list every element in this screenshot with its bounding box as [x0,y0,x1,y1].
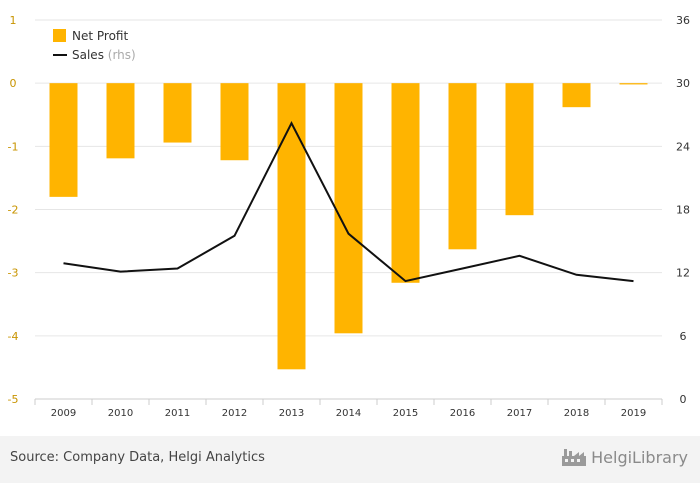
net-profit-bars [49,83,648,370]
bar [391,83,420,283]
left-tick-label: -2 [8,204,19,217]
right-tick-label: 36 [676,14,690,27]
footer: Source: Company Data, Helgi Analytics He… [0,436,700,483]
right-tick-label: 6 [680,330,687,343]
left-tick-label: 0 [10,77,17,90]
bar [334,83,363,334]
x-tick-label: 2010 [108,408,133,419]
x-tick-label: 2013 [279,408,304,419]
bar [163,83,192,143]
x-tick-label: 2009 [51,408,76,419]
left-tick-label: -1 [8,140,19,153]
legend-label-sales: Sales (rhs) [72,48,136,62]
factory-icon [562,449,587,466]
left-tick-label: -3 [8,267,19,280]
left-tick-label: -5 [8,393,19,406]
right-axis-ticks: 36 30 24 18 12 6 0 [676,14,690,406]
right-tick-label: 30 [676,77,690,90]
legend-swatch-net-profit [53,29,66,42]
bar [220,83,249,161]
x-tick-label: 2015 [393,408,418,419]
legend-label-sales-suffix: (rhs) [108,48,136,62]
bar [448,83,477,250]
x-tick-label: 2011 [165,408,190,419]
right-tick-label: 24 [676,140,690,153]
bar [106,83,135,159]
left-axis-ticks: 1 0 -1 -2 -3 -4 -5 [8,14,19,406]
legend-label-sales-name: Sales [72,48,104,62]
bar [49,83,78,197]
x-tick-label: 2019 [621,408,646,419]
brand-name: HelgiLibrary [591,447,688,467]
bar [562,83,591,108]
right-tick-label: 12 [676,267,690,280]
left-tick-label: -4 [8,330,19,343]
left-tick-label: 1 [10,14,17,27]
x-tick-label: 2012 [222,408,247,419]
legend-label-net-profit: Net Profit [72,29,128,43]
x-tick-label: 2014 [336,408,361,419]
bar [619,83,648,85]
x-tick-label: 2018 [564,408,589,419]
right-tick-label: 18 [676,204,690,217]
right-tick-label: 0 [680,393,687,406]
x-tick-label: 2016 [450,408,475,419]
legend: Net Profit Sales (rhs) [53,29,136,62]
brand-logo[interactable]: HelgiLibrary [561,447,688,467]
bar [277,83,306,370]
source-note: Source: Company Data, Helgi Analytics [10,450,265,465]
sales-line [63,121,634,283]
x-tick-label: 2017 [507,408,532,419]
bar [505,83,534,216]
x-axis: 2009 2010 2011 2012 2013 2014 2015 2016 2017 2018… [34,398,663,419]
